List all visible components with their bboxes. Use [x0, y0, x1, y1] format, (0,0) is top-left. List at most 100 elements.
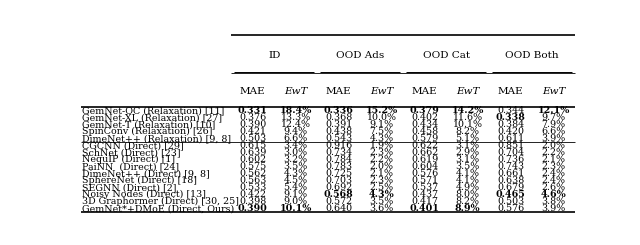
Text: 0.465: 0.465 [496, 190, 525, 199]
Text: 6.6%: 6.6% [541, 127, 566, 136]
Text: 10.1%: 10.1% [452, 120, 483, 129]
Text: 4.5%: 4.5% [284, 176, 308, 185]
Text: 0.568: 0.568 [324, 190, 353, 199]
Text: 10.0%: 10.0% [367, 113, 397, 122]
Text: 0.331: 0.331 [238, 106, 268, 115]
Text: 0.379: 0.379 [410, 106, 440, 115]
Text: 14.2%: 14.2% [451, 106, 484, 115]
Text: 0.576: 0.576 [497, 204, 524, 213]
Text: 0.734: 0.734 [325, 148, 352, 157]
Text: 0.338: 0.338 [495, 113, 525, 122]
Text: 3.2%: 3.2% [284, 155, 308, 164]
Text: 0.336: 0.336 [324, 106, 354, 115]
Text: 2.2%: 2.2% [541, 148, 566, 157]
Text: 4.1%: 4.1% [456, 169, 479, 178]
Text: 0.458: 0.458 [411, 127, 438, 136]
Text: 4.3%: 4.3% [284, 169, 308, 178]
Text: 7.5%: 7.5% [369, 127, 394, 136]
Text: 12.1%: 12.1% [538, 106, 570, 115]
Text: 0.851: 0.851 [497, 141, 524, 150]
Text: SpinConv (Relaxation) [26]: SpinConv (Relaxation) [26] [83, 127, 213, 136]
Text: NequIP (Direct) [1]: NequIP (Direct) [1] [83, 155, 175, 164]
Text: SEGNN (Direct) [2]: SEGNN (Direct) [2] [83, 183, 177, 192]
Text: EwT: EwT [284, 87, 307, 96]
Text: 9.7%: 9.7% [541, 113, 566, 122]
Text: 0.398: 0.398 [239, 197, 266, 206]
Text: 0.533: 0.533 [239, 183, 266, 192]
Text: 2.3%: 2.3% [541, 162, 566, 171]
Text: ID: ID [268, 51, 280, 60]
Text: 2.0%: 2.0% [370, 162, 394, 171]
Text: MAE: MAE [326, 87, 351, 96]
Text: DimeNet++ (Relaxation) [9, 8]: DimeNet++ (Relaxation) [9, 8] [83, 134, 232, 143]
Text: 0.537: 0.537 [411, 183, 438, 192]
Text: 0.725: 0.725 [325, 169, 352, 178]
Text: 2.0%: 2.0% [541, 141, 566, 150]
Text: 0.572: 0.572 [325, 197, 352, 206]
Text: 3.5%: 3.5% [456, 162, 480, 171]
Text: 3.4%: 3.4% [284, 141, 308, 150]
Text: 0.390: 0.390 [238, 204, 268, 213]
Text: 0.417: 0.417 [411, 197, 438, 206]
Text: 12.4%: 12.4% [281, 120, 311, 129]
Text: 3.8%: 3.8% [541, 197, 566, 206]
Text: 0.916: 0.916 [325, 141, 352, 150]
Text: 13.3%: 13.3% [280, 113, 311, 122]
Text: 10.1%: 10.1% [280, 204, 312, 213]
Text: 0.611: 0.611 [497, 134, 524, 143]
Text: 8.9%: 8.9% [455, 204, 481, 213]
Text: 0.401: 0.401 [410, 204, 440, 213]
Text: 0.638: 0.638 [497, 176, 524, 185]
Text: MAE: MAE [240, 87, 266, 96]
Text: 2.6%: 2.6% [541, 183, 566, 192]
Text: 2.4%: 2.4% [541, 169, 566, 178]
Text: 0.376: 0.376 [239, 113, 266, 122]
Text: 0.619: 0.619 [411, 155, 438, 164]
Text: 0.391: 0.391 [325, 120, 352, 129]
Text: PaiNN  (Direct) [24]: PaiNN (Direct) [24] [83, 162, 180, 171]
Text: 3.9%: 3.9% [541, 134, 566, 143]
Text: 8.0%: 8.0% [456, 190, 479, 199]
Text: 0.420: 0.420 [497, 127, 524, 136]
Text: SphereNet (Direct) [18]: SphereNet (Direct) [18] [83, 176, 198, 185]
Text: 0.736: 0.736 [497, 155, 524, 164]
Text: 2.9%: 2.9% [456, 148, 479, 157]
Text: GemNet-OC (Relaxation) [11]: GemNet-OC (Relaxation) [11] [83, 106, 225, 115]
Text: 0.368: 0.368 [325, 113, 352, 122]
Text: 0.344: 0.344 [497, 106, 524, 115]
Text: 18.4%: 18.4% [280, 106, 312, 115]
Text: 4.3%: 4.3% [369, 134, 394, 143]
Text: GemNet-T (Relaxation) [10]: GemNet-T (Relaxation) [10] [83, 120, 216, 129]
Text: 0.503: 0.503 [497, 197, 524, 206]
Text: CGCNN (Direct) [29]: CGCNN (Direct) [29] [83, 141, 184, 150]
Text: 0.639: 0.639 [239, 148, 266, 157]
Text: 3.1%: 3.1% [456, 155, 479, 164]
Text: OOD Both: OOD Both [505, 51, 559, 60]
Text: 0.783: 0.783 [325, 162, 352, 171]
Text: 0.640: 0.640 [325, 204, 352, 213]
Text: 0.602: 0.602 [239, 155, 266, 164]
Text: OOD Ads: OOD Ads [336, 51, 384, 60]
Text: 0.434: 0.434 [411, 120, 438, 129]
Text: 2.1%: 2.1% [370, 169, 394, 178]
Text: 0.622: 0.622 [411, 141, 438, 150]
Text: 0.692: 0.692 [325, 183, 352, 192]
Text: 0.384: 0.384 [497, 120, 524, 129]
Text: 0.503: 0.503 [239, 134, 266, 143]
Text: 4.9%: 4.9% [456, 183, 479, 192]
Text: 9.4%: 9.4% [284, 127, 308, 136]
Text: 0.576: 0.576 [411, 169, 438, 178]
Text: 0.575: 0.575 [239, 162, 266, 171]
Text: 3.5%: 3.5% [369, 197, 394, 206]
Text: 0.562: 0.562 [239, 169, 266, 178]
Text: 0.604: 0.604 [411, 162, 438, 171]
Text: 3.1%: 3.1% [456, 141, 479, 150]
Text: EwT: EwT [370, 87, 394, 96]
Text: 4.3%: 4.3% [369, 190, 394, 199]
Text: 11.6%: 11.6% [452, 113, 483, 122]
Text: 0.402: 0.402 [411, 113, 438, 122]
Text: 9.1%: 9.1% [369, 120, 394, 129]
Text: 2.3%: 2.3% [369, 176, 394, 185]
Text: OOD Cat: OOD Cat [422, 51, 470, 60]
Text: 0.703: 0.703 [325, 176, 352, 185]
